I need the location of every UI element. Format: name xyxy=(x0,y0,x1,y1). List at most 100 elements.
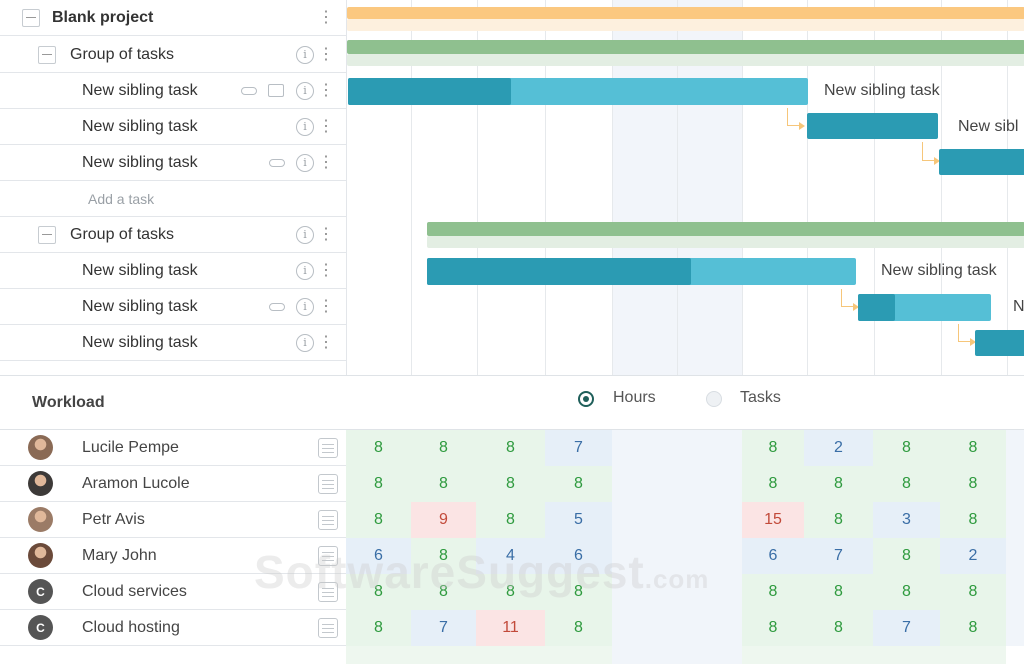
workload-cell[interactable]: 8 xyxy=(476,430,545,466)
attachment-icon[interactable] xyxy=(269,303,285,311)
workload-cell[interactable] xyxy=(612,538,677,574)
workload-cell[interactable]: 8 xyxy=(545,610,612,646)
workload-cell[interactable] xyxy=(677,574,742,610)
more-menu-icon[interactable]: ⋮ xyxy=(318,45,334,63)
comment-icon[interactable] xyxy=(268,84,284,97)
calendar-icon[interactable] xyxy=(318,438,338,458)
workload-cell[interactable] xyxy=(677,502,742,538)
more-menu-icon[interactable]: ⋮ xyxy=(318,297,334,315)
workload-cell[interactable]: 6 xyxy=(346,538,411,574)
workload-cell[interactable]: 6 xyxy=(545,538,612,574)
more-menu-icon[interactable]: ⋮ xyxy=(318,117,334,135)
workload-cell[interactable] xyxy=(1006,466,1024,502)
more-menu-icon[interactable]: ⋮ xyxy=(318,333,334,351)
group-row[interactable]: Group of tasks i ⋮ xyxy=(0,37,346,73)
workload-cell[interactable]: 8 xyxy=(940,502,1006,538)
workload-cell[interactable]: 3 xyxy=(873,502,940,538)
workload-cell[interactable]: 8 xyxy=(804,574,873,610)
task-bar[interactable] xyxy=(975,330,1024,356)
info-icon[interactable]: i xyxy=(296,225,314,244)
workload-cell[interactable]: 8 xyxy=(804,466,873,502)
info-icon[interactable]: i xyxy=(296,333,314,352)
tasks-radio[interactable] xyxy=(706,391,722,407)
workload-cell[interactable]: 8 xyxy=(873,574,940,610)
workload-cell[interactable]: 5 xyxy=(545,502,612,538)
workload-cell[interactable] xyxy=(677,610,742,646)
calendar-icon[interactable] xyxy=(318,546,338,566)
calendar-icon[interactable] xyxy=(318,474,338,494)
collapse-toggle[interactable] xyxy=(38,45,56,64)
workload-cell[interactable]: 6 xyxy=(742,538,804,574)
project-bar[interactable] xyxy=(347,7,1024,19)
workload-cell[interactable] xyxy=(677,430,742,466)
workload-cell[interactable] xyxy=(612,502,677,538)
resource-row[interactable]: C Cloud hosting xyxy=(0,610,346,646)
workload-cell[interactable]: 8 xyxy=(411,466,476,502)
info-icon[interactable]: i xyxy=(296,153,314,172)
workload-cell[interactable]: 8 xyxy=(476,502,545,538)
workload-cell[interactable] xyxy=(612,430,677,466)
workload-cell[interactable]: 8 xyxy=(346,610,411,646)
workload-cell[interactable]: 7 xyxy=(411,610,476,646)
workload-cell[interactable]: 8 xyxy=(346,466,411,502)
workload-cell[interactable] xyxy=(677,466,742,502)
workload-cell[interactable] xyxy=(1006,574,1024,610)
group-bar[interactable] xyxy=(427,222,1024,236)
workload-cell[interactable] xyxy=(677,538,742,574)
info-icon[interactable]: i xyxy=(296,261,314,280)
workload-cell[interactable]: 8 xyxy=(411,538,476,574)
workload-cell[interactable]: 11 xyxy=(476,610,545,646)
add-task-row[interactable]: Add a task xyxy=(0,181,346,217)
task-row[interactable]: New sibling task i ⋮ xyxy=(0,73,346,109)
workload-cell[interactable] xyxy=(1006,538,1024,574)
attachment-icon[interactable] xyxy=(269,159,285,167)
workload-cell[interactable]: 15 xyxy=(742,502,804,538)
calendar-icon[interactable] xyxy=(318,618,338,638)
workload-cell[interactable]: 8 xyxy=(804,502,873,538)
calendar-icon[interactable] xyxy=(318,582,338,602)
workload-cell[interactable]: 8 xyxy=(873,430,940,466)
resource-row[interactable]: C Cloud services xyxy=(0,574,346,610)
workload-cell[interactable]: 8 xyxy=(411,430,476,466)
workload-cell[interactable]: 8 xyxy=(411,574,476,610)
resource-row[interactable]: Aramon Lucole xyxy=(0,466,346,502)
info-icon[interactable]: i xyxy=(296,45,314,64)
task-bar[interactable] xyxy=(939,149,1024,175)
project-row[interactable]: Blank project ⋮ xyxy=(0,0,346,36)
attachment-icon[interactable] xyxy=(241,87,257,95)
workload-cell[interactable]: 8 xyxy=(940,466,1006,502)
more-menu-icon[interactable]: ⋮ xyxy=(318,81,334,99)
workload-cell[interactable]: 7 xyxy=(873,610,940,646)
workload-cell[interactable]: 4 xyxy=(476,538,545,574)
workload-cell[interactable] xyxy=(612,574,677,610)
workload-cell[interactable]: 8 xyxy=(940,610,1006,646)
workload-cell[interactable]: 8 xyxy=(873,538,940,574)
task-row[interactable]: New sibling task i ⋮ xyxy=(0,145,346,181)
resource-row[interactable]: Mary John xyxy=(0,538,346,574)
workload-cell[interactable]: 8 xyxy=(346,502,411,538)
info-icon[interactable]: i xyxy=(296,117,314,136)
workload-cell[interactable] xyxy=(1006,610,1024,646)
resource-row[interactable]: Lucile Pempe xyxy=(0,430,346,466)
hours-radio[interactable] xyxy=(578,391,594,407)
workload-cell[interactable]: 2 xyxy=(804,430,873,466)
task-row[interactable]: New sibling task i ⋮ xyxy=(0,289,346,325)
workload-cell[interactable]: 8 xyxy=(545,574,612,610)
workload-cell[interactable]: 8 xyxy=(476,466,545,502)
workload-cell[interactable]: 7 xyxy=(804,538,873,574)
more-menu-icon[interactable]: ⋮ xyxy=(318,153,334,171)
workload-cell[interactable]: 8 xyxy=(742,466,804,502)
add-task-link[interactable]: Add a task xyxy=(88,190,155,207)
group-bar[interactable] xyxy=(347,40,1024,54)
workload-cell[interactable]: 9 xyxy=(411,502,476,538)
task-row[interactable]: New sibling task i ⋮ xyxy=(0,325,346,361)
workload-cell[interactable]: 8 xyxy=(742,430,804,466)
more-menu-icon[interactable]: ⋮ xyxy=(318,225,334,243)
workload-cell[interactable]: 8 xyxy=(742,610,804,646)
tasks-radio-label[interactable]: Tasks xyxy=(740,389,781,406)
workload-cell[interactable]: 7 xyxy=(545,430,612,466)
workload-cell[interactable]: 8 xyxy=(346,430,411,466)
task-row[interactable]: New sibling task i ⋮ xyxy=(0,253,346,289)
workload-cell[interactable] xyxy=(1006,502,1024,538)
hours-radio-label[interactable]: Hours xyxy=(613,389,656,406)
